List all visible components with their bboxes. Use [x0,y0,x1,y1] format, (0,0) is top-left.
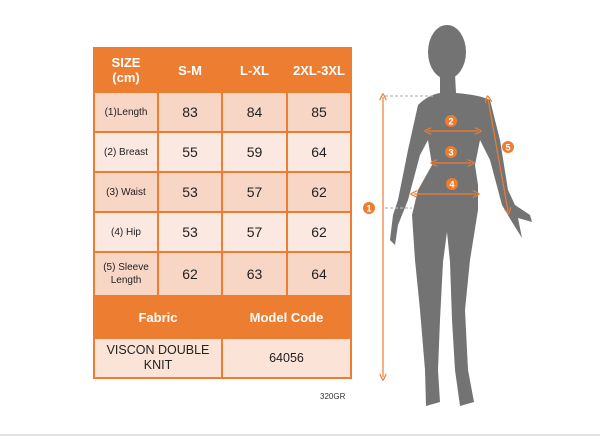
model-code-header: Model Code [221,295,352,339]
row-label: (4) Hip [93,211,159,253]
table-row: (1)Length 83 84 85 [93,91,352,133]
cell: 83 [157,91,223,133]
cell: 85 [286,91,352,133]
cell: 55 [157,131,223,173]
row-label: (3) Waist [93,171,159,213]
row-label: (2) Breast [93,131,159,173]
marker-1: 1 [363,202,375,214]
cell: 64 [286,131,352,173]
header-row: SIZE (cm) S-M L-XL 2XL-3XL [93,47,352,93]
svg-text:5: 5 [505,143,510,153]
header-s-m: S-M [157,47,223,93]
cell: 62 [286,211,352,253]
svg-text:4: 4 [449,180,454,190]
fabric-value-row: VISCON DOUBLE KNIT 64056 [93,337,352,379]
fabric-line: KNIT [143,358,173,372]
svg-text:2: 2 [448,117,453,127]
table-row: (2) Breast 55 59 64 [93,131,352,173]
cell: 62 [286,171,352,213]
cell: 57 [221,211,288,253]
cell: 53 [157,211,223,253]
row-label: (5) Sleeve Length [93,251,159,297]
unit-label: (cm) [112,70,140,85]
measurement-guides [383,96,508,377]
fabric-value: VISCON DOUBLE KNIT [93,337,223,379]
header-2xl-3xl: 2XL-3XL [286,47,352,93]
header-l-xl: L-XL [221,47,288,93]
cell: 59 [221,131,288,173]
marker-5: 5 [502,141,514,153]
size-chart-table: SIZE (cm) S-M L-XL 2XL-3XL (1)Length 83 8… [93,47,352,379]
marker-2: 2 [445,115,457,127]
header-size: SIZE (cm) [93,47,159,93]
model-code-value: 64056 [221,337,352,379]
row-label-line: (5) Sleeve [103,262,149,273]
row-label-line: Length [110,275,142,286]
cell: 63 [221,251,288,297]
cell: 84 [221,91,288,133]
sleeve-arrow [488,99,508,211]
svg-text:3: 3 [448,148,453,158]
cell: 53 [157,171,223,213]
bottom-divider [0,434,600,436]
woman-silhouette [390,25,532,406]
marker-3: 3 [445,146,457,158]
table-row: (4) Hip 53 57 62 [93,211,352,253]
marker-4: 4 [446,178,458,190]
row-label: (1)Length [93,91,159,133]
cell: 62 [157,251,223,297]
svg-text:1: 1 [366,204,371,214]
fabric-line: VISCON DOUBLE [106,343,210,357]
fabric-header: Fabric [93,295,223,339]
cell: 57 [221,171,288,213]
table-row: (3) Waist 53 57 62 [93,171,352,213]
cell: 64 [286,251,352,297]
footnote-code: 320GR [320,392,346,401]
fabric-header-row: Fabric Model Code [93,295,352,339]
table-row: (5) Sleeve Length 62 63 64 [93,251,352,297]
size-label: SIZE [111,55,141,70]
